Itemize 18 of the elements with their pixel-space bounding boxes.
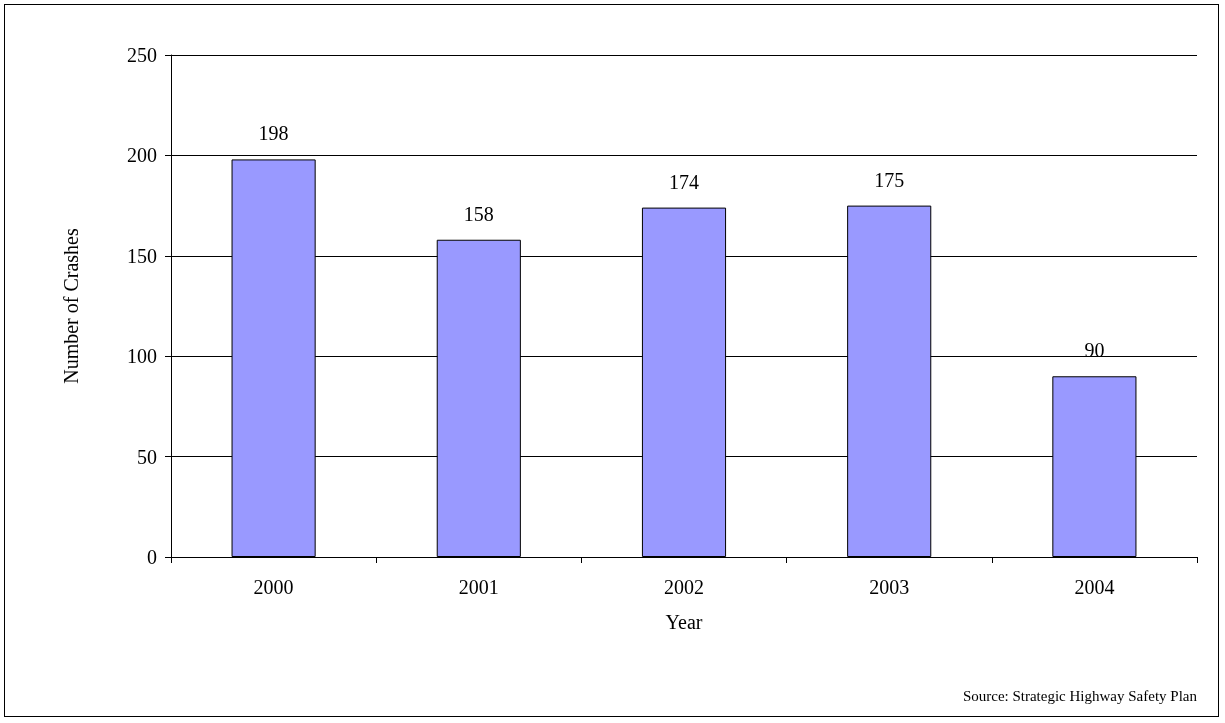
y-axis-title: Number of Crashes [60, 228, 82, 384]
source-note: Source: Strategic Highway Safety Plan [962, 687, 1198, 704]
y-tick-label: 150 [127, 244, 157, 267]
data-label: 198 [258, 122, 289, 145]
x-tick-label: 2004 [1074, 576, 1115, 598]
x-axis-title: Year [665, 611, 703, 633]
y-tick-label: 50 [137, 445, 157, 468]
x-tick-label: 2002 [664, 576, 704, 598]
x-tick-label: 2000 [253, 576, 294, 598]
y-tick-label: 250 [127, 44, 157, 66]
x-tick-label: 2001 [458, 576, 499, 598]
y-tick-label: 200 [127, 144, 157, 167]
data-label: 158 [463, 202, 494, 225]
y-tick-label: 100 [127, 345, 157, 368]
x-tick-label: 2003 [869, 576, 910, 598]
y-tick-label: 0 [147, 546, 157, 568]
data-label: 174 [669, 170, 699, 193]
data-label: 175 [874, 168, 905, 191]
